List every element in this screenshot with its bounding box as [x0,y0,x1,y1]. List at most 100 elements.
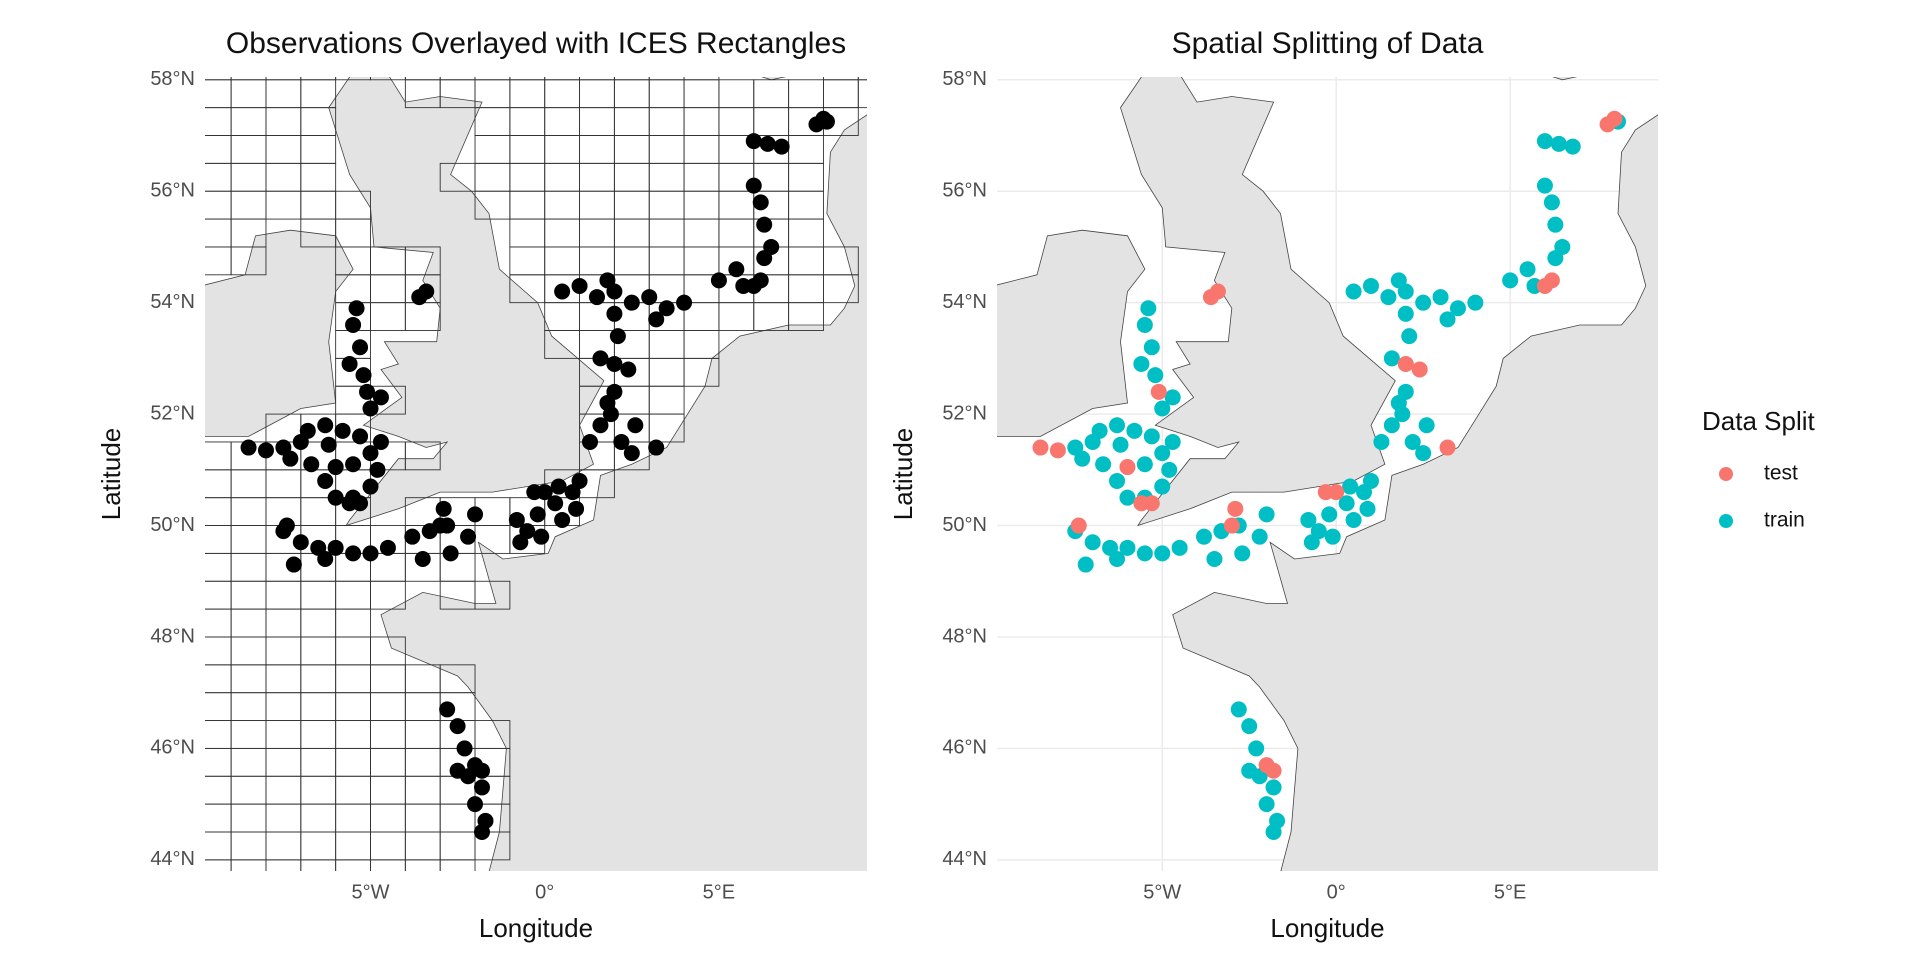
observation-point [327,539,344,556]
ices-rectangle [230,77,267,81]
observation-point [1449,300,1466,317]
ices-rectangle [613,218,650,248]
ices-rectangle [370,77,406,81]
ices-rectangle [205,608,232,638]
observation-point [1154,478,1171,495]
ices-rectangle [335,218,371,248]
ices-rectangle [300,664,337,694]
ices-rectangle [265,636,302,666]
ices-rectangle [335,580,371,610]
ices-rectangle [474,135,511,164]
y-tick-label: 56°N [150,180,195,202]
ices-rectangle [370,246,406,276]
observation-point [317,417,334,434]
observation-point [1397,305,1414,322]
ices-rectangle [579,135,615,164]
observation-point [345,545,362,562]
ices-rectangle [300,775,337,805]
ices-rectangle [205,692,232,722]
ices-rectangle [230,692,267,722]
ices-rectangle [230,831,267,861]
observation-point [473,779,490,796]
observation-point [1380,289,1397,306]
ices-rectangle [683,107,720,136]
observation-point [648,311,665,328]
plot-area [997,77,1658,871]
observation-point [1161,461,1178,478]
ices-rectangle [265,831,302,861]
observation-point [752,194,769,211]
observation-point [362,478,379,495]
observation-point [1241,762,1258,779]
ices-rectangle [300,859,337,871]
observation-point [1432,289,1449,306]
observation-point [352,339,369,356]
ices-rectangle [300,190,337,220]
ices-rectangle [265,692,302,722]
observation-point [1415,294,1432,311]
observation-point [592,350,609,367]
ices-rectangle [230,859,267,871]
observation-point [606,383,623,400]
ices-rectangle [822,79,859,109]
observation-point [1070,517,1087,534]
legend-swatch [1719,467,1733,481]
ices-rectangle [300,162,337,192]
observation-point [745,133,762,150]
ices-rectangle [857,77,867,81]
ices-rectangle [613,135,650,164]
ices-rectangle [230,497,267,526]
ices-rectangle [230,525,267,554]
ices-rectangle [474,720,511,749]
observation-point [299,422,316,439]
observation-point [372,389,389,406]
observation-point [1032,439,1049,456]
observation-point [1415,445,1432,462]
ices-rectangle [230,803,267,833]
y-tick-label: 52°N [942,402,987,424]
observation-point [568,500,585,517]
ices-rectangle [205,664,232,694]
ices-rectangle [265,580,302,610]
ices-rectangle [230,162,267,192]
observation-point [533,528,550,545]
ices-rectangle [300,803,337,833]
ices-rectangle [648,162,685,192]
ices-rectangle [718,107,755,136]
x-axis-title: Longitude [479,913,593,943]
ices-rectangle [230,720,267,749]
observation-point [1095,456,1112,473]
ices-rectangle [718,302,755,331]
ices-rectangle [230,747,267,777]
y-tick-label: 54°N [150,291,195,313]
ices-rectangle [544,107,581,136]
ices-rectangle [230,469,267,499]
y-tick-label: 58°N [942,68,987,90]
ices-rectangle [683,218,720,248]
ices-rectangle [265,79,302,109]
y-tick-label: 54°N [942,291,987,313]
observation-point [1164,433,1181,450]
observation-point [1543,194,1560,211]
ices-rectangle [474,107,511,136]
observation-point [1119,459,1136,476]
ices-rectangle [544,77,581,81]
y-tick-label: 44°N [150,848,195,870]
observation-point [1536,177,1553,194]
ices-rectangle [335,692,371,722]
observation-point [1136,456,1153,473]
ices-rectangle [370,274,406,304]
ices-rectangle [579,218,615,248]
ices-rectangle [788,135,824,164]
ices-rectangle [544,135,581,164]
ices-rectangle [265,190,302,220]
observation-point [404,528,421,545]
ices-rectangle [579,190,615,220]
ices-rectangle [265,107,302,136]
observation-point [348,300,365,317]
observation-point [1328,484,1345,501]
ices-rectangle [753,107,790,136]
observation-point [1136,545,1153,562]
observation-point [648,439,665,456]
observation-point [1418,417,1435,434]
